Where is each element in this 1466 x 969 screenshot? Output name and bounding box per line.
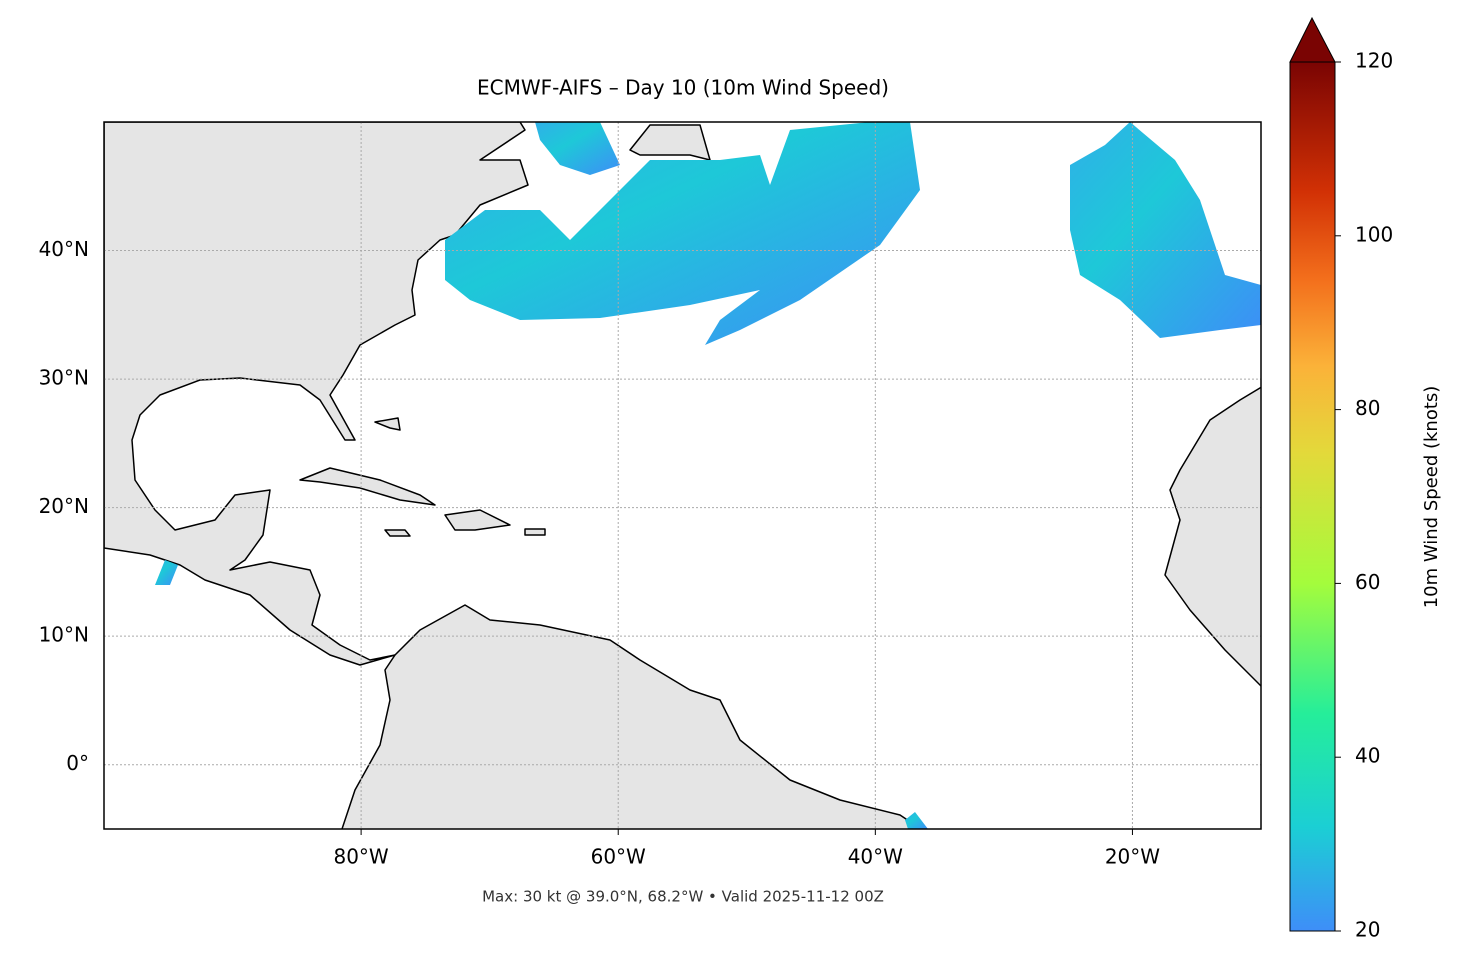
map-area xyxy=(104,122,1261,829)
wind-area xyxy=(1070,122,1261,338)
colorbar-tick-label: 20 xyxy=(1355,918,1380,942)
footer-note: Max: 30 kt @ 39.0°N, 68.2°W • Valid 2025… xyxy=(482,888,884,906)
wind-area xyxy=(905,812,928,829)
colorbar-tick-label: 120 xyxy=(1355,49,1393,73)
hispaniola xyxy=(444,509,511,531)
y-tick-label: 10°N xyxy=(39,623,89,647)
africa xyxy=(1164,386,1261,688)
wind-area xyxy=(155,560,178,585)
x-tick-label: 20°W xyxy=(1105,845,1160,869)
colorbar-tick-label: 80 xyxy=(1355,396,1380,420)
north-america xyxy=(104,122,529,666)
jamaica xyxy=(384,529,411,537)
wind-area xyxy=(535,122,620,175)
y-tick-label: 30°N xyxy=(39,366,89,390)
colorbar-extend xyxy=(1289,16,1336,63)
x-tick-label: 40°W xyxy=(848,845,903,869)
map-title: ECMWF-AIFS – Day 10 (10m Wind Speed) xyxy=(477,76,889,100)
colorbar-tick-label: 100 xyxy=(1355,222,1393,246)
cuba xyxy=(299,467,436,506)
y-tick-label: 20°N xyxy=(39,494,89,518)
south-america xyxy=(341,604,923,829)
colorbar-tick-label: 40 xyxy=(1355,744,1380,768)
puerto-rico xyxy=(524,528,546,536)
y-tick-label: 40°N xyxy=(39,237,89,261)
colorbar-tick-label: 60 xyxy=(1355,570,1380,594)
bahamas xyxy=(374,417,401,431)
x-tick-label: 80°W xyxy=(333,845,388,869)
x-tick-label: 60°W xyxy=(591,845,646,869)
colorbar-label: 10m Wind Speed (knots) xyxy=(1421,386,1442,609)
colorbar xyxy=(1289,61,1336,932)
wind-area xyxy=(445,122,920,345)
map-frame xyxy=(103,121,1262,830)
y-tick-label: 0° xyxy=(66,751,89,775)
